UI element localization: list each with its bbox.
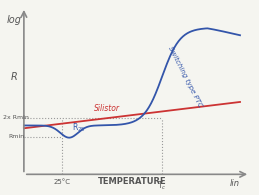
Text: T$_c$: T$_c$: [157, 179, 167, 191]
Text: Switching type PTC: Switching type PTC: [167, 45, 203, 108]
Text: Silistor: Silistor: [94, 104, 120, 113]
Text: log: log: [6, 15, 21, 25]
Text: 25°C: 25°C: [53, 179, 70, 185]
Text: R$_{25}$: R$_{25}$: [72, 121, 85, 134]
Text: R: R: [10, 72, 17, 82]
Text: TEMPERATURE: TEMPERATURE: [98, 177, 166, 186]
Text: Rmin: Rmin: [8, 134, 24, 139]
Text: lin: lin: [230, 179, 240, 188]
Text: 2x Rmin: 2x Rmin: [3, 115, 29, 121]
